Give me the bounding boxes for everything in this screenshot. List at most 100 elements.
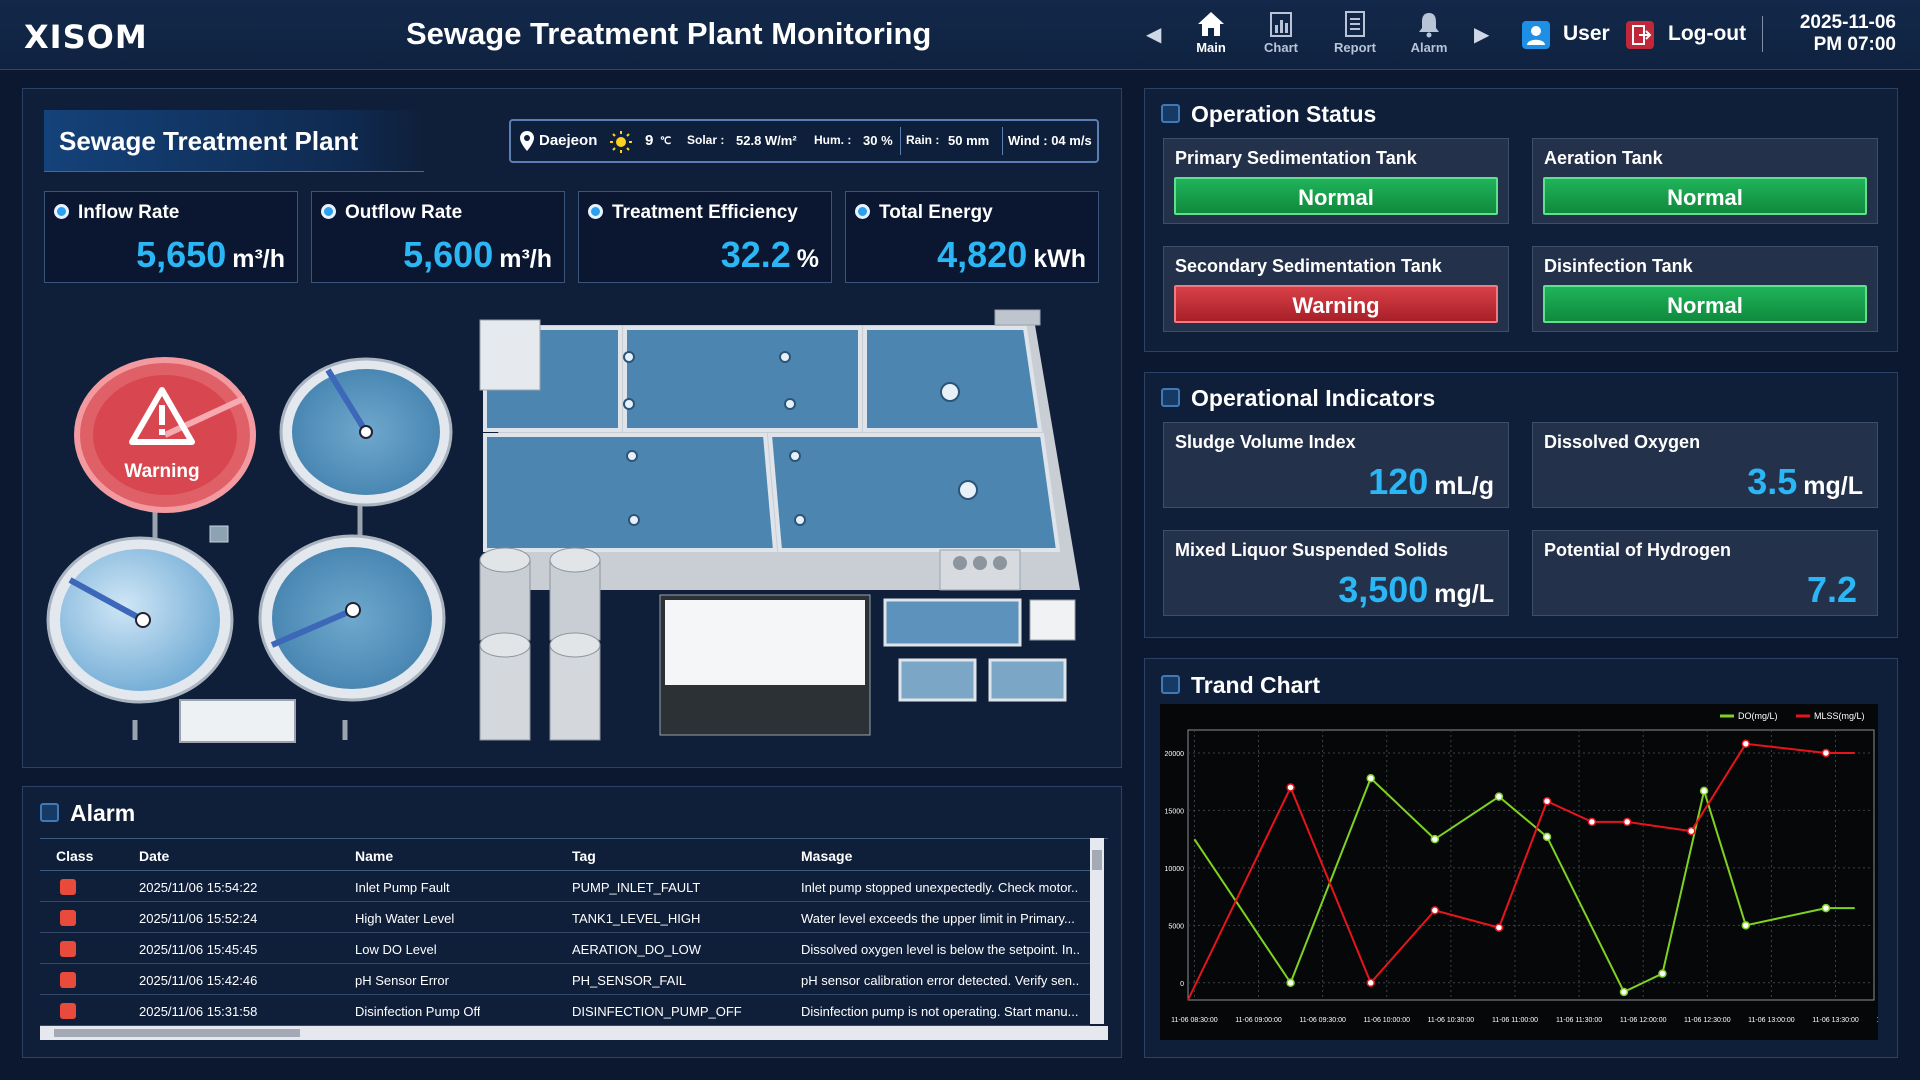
scrollbar-thumb[interactable] bbox=[1092, 850, 1102, 870]
alarm-row[interactable]: 2025/11/06 15:42:46 pH Sensor Error PH_SEN… bbox=[40, 964, 1090, 995]
indicator-value: 3.5 bbox=[1747, 461, 1798, 502]
alarm-vertical-scrollbar[interactable] bbox=[1090, 838, 1104, 1024]
blower-icon bbox=[993, 556, 1007, 570]
scrollbar-thumb[interactable] bbox=[54, 1029, 300, 1037]
plant-title-box: Sewage Treatment Plant bbox=[44, 110, 424, 172]
data-point bbox=[1430, 834, 1440, 844]
pump-building-roof bbox=[665, 600, 865, 685]
trend-title: Trand Chart bbox=[1191, 672, 1321, 698]
col-name[interactable]: Name bbox=[355, 848, 394, 864]
status-label: Disinfection Tank bbox=[1544, 256, 1693, 276]
logout-icon[interactable] bbox=[1626, 21, 1654, 49]
alarm-tag: PH_SENSOR_FAIL bbox=[572, 973, 687, 988]
trend-chart[interactable]: 11-06 08:30:00 11-06 09:00:00 11-06 09:30:… bbox=[1160, 704, 1920, 1040]
datetime-display: 2025-11-06 PM 07:00 bbox=[1770, 12, 1896, 56]
alarm-date: 2025/11/06 15:52:24 bbox=[139, 911, 258, 926]
alarm-date: 2025/11/06 15:45:45 bbox=[139, 942, 258, 957]
indicator-value-wrap: 3.5 mg/L bbox=[1747, 461, 1863, 503]
col-message[interactable]: Masage bbox=[801, 848, 853, 864]
nav-prev-arrow-icon[interactable]: ◀ bbox=[1146, 24, 1162, 46]
nav-main[interactable]: Main bbox=[1176, 10, 1246, 55]
status-badge: Normal bbox=[1174, 177, 1498, 215]
x-tick-label: 11-06 11:30:00 bbox=[1556, 1017, 1602, 1024]
weather-temp-unit: ℃ bbox=[660, 136, 672, 147]
data-point bbox=[1687, 826, 1696, 836]
valve-box bbox=[209, 525, 229, 543]
alarm-row[interactable]: 2025/11/06 15:45:45 Low DO Level AERATION_… bbox=[40, 933, 1090, 964]
warning-triangle-icon bbox=[129, 387, 195, 445]
indicator-value-wrap: 7.2 bbox=[1807, 569, 1863, 611]
alarm-tag: AERATION_DO_LOW bbox=[572, 942, 702, 957]
clarifier-tank[interactable] bbox=[279, 357, 453, 507]
y-tick-label: 5000 bbox=[1168, 923, 1184, 930]
status-card-disinfection: Disinfection Tank Normal bbox=[1532, 246, 1878, 332]
operation-status-title: Operation Status bbox=[1191, 101, 1377, 127]
current-date: 2025-11-06 bbox=[1799, 12, 1896, 33]
alarm-name: Low DO Level bbox=[355, 942, 437, 957]
disinfection-basin bbox=[883, 598, 1022, 647]
col-date[interactable]: Date bbox=[139, 848, 170, 864]
weather-hum-label: Hum. : bbox=[814, 133, 852, 147]
nav-report[interactable]: Report bbox=[1320, 10, 1390, 55]
nav-chart[interactable]: Chart bbox=[1246, 10, 1316, 55]
col-tag[interactable]: Tag bbox=[572, 848, 596, 864]
user-icon[interactable] bbox=[1522, 21, 1550, 49]
operation-status-checkbox[interactable] bbox=[1161, 104, 1180, 123]
indicator-ph: Potential of Hydrogen 7.2 bbox=[1532, 530, 1878, 616]
logout-button[interactable]: Log-out bbox=[1668, 22, 1747, 45]
alarm-row[interactable]: 2025/11/06 15:52:24 High Water Level TANK1… bbox=[40, 902, 1090, 933]
y-tick-label: 20000 bbox=[1165, 751, 1185, 758]
data-point bbox=[1494, 923, 1504, 932]
legend-label: DO(mg/L) bbox=[1738, 711, 1778, 721]
alarm-row[interactable]: 2025/11/06 15:54:22 Inlet Pump Fault PUMP_… bbox=[40, 871, 1090, 902]
indicator-label: Potential of Hydrogen bbox=[1544, 540, 1732, 560]
data-point bbox=[1658, 969, 1667, 978]
app-header: XISOM Sewage Treatment Plant Monitoring … bbox=[0, 0, 1920, 70]
kpi-treatment-efficiency: Treatment Efficiency 32.2% bbox=[578, 191, 832, 283]
alarm-date: 2025/11/06 15:54:22 bbox=[139, 880, 258, 895]
weather-temp: 9 bbox=[645, 132, 654, 149]
indicators-checkbox[interactable] bbox=[1161, 388, 1180, 407]
status-card-aeration: Aeration Tank Normal bbox=[1532, 138, 1878, 224]
trend-chart-area: 11-06 08:30:00 11-06 09:00:00 11-06 09:30:… bbox=[1160, 704, 1920, 1040]
page-title: Sewage Treatment Plant Monitoring bbox=[406, 16, 932, 51]
alarm-date: 2025/11/06 15:42:46 bbox=[139, 973, 258, 988]
current-time: PM 07:00 bbox=[1813, 34, 1896, 55]
user-label[interactable]: User bbox=[1563, 22, 1610, 45]
indicator-unit: mg/L bbox=[1803, 472, 1863, 500]
trend-checkbox[interactable] bbox=[1161, 675, 1180, 694]
nav-alarm-label: Alarm bbox=[1410, 40, 1448, 55]
y-tick-label: 15000 bbox=[1165, 808, 1185, 815]
silo-group bbox=[479, 547, 601, 741]
weather-solar-label: Solar : bbox=[687, 133, 725, 147]
report-icon bbox=[1345, 11, 1365, 37]
x-tick-label: 11-06 10:30:00 bbox=[1428, 1017, 1475, 1024]
nav-next-arrow-icon[interactable]: ▶ bbox=[1474, 24, 1490, 46]
nav-alarm[interactable]: Alarm bbox=[1394, 10, 1464, 55]
clarifier-tank[interactable] bbox=[258, 534, 446, 702]
indicator-value: 3,500 bbox=[1338, 569, 1429, 610]
kpi-unit: m³/h bbox=[232, 245, 285, 273]
clarifier-tank[interactable] bbox=[46, 536, 234, 704]
data-point bbox=[1366, 774, 1375, 783]
kpi-total-energy: Total Energy 4,820 kWh bbox=[845, 191, 1099, 283]
alarm-row[interactable]: 2025/11/06 15:31:58 Disinfection Pump Off… bbox=[40, 995, 1090, 1026]
bell-icon bbox=[1419, 13, 1439, 38]
alarm-panel-checkbox[interactable] bbox=[40, 803, 59, 822]
alarm-horizontal-scrollbar[interactable] bbox=[40, 1026, 1108, 1040]
indicator-do: Dissolved Oxygen 3.5 mg/L bbox=[1532, 422, 1878, 508]
data-point bbox=[1542, 832, 1552, 842]
aerator-icon bbox=[784, 398, 796, 410]
control-building bbox=[179, 699, 296, 743]
kpi-dot-icon bbox=[588, 204, 603, 219]
aerator-icon bbox=[626, 450, 638, 462]
kpi-value-wrap: 5,650 m³/h bbox=[136, 234, 285, 276]
alarm-name: Disinfection Pump Off bbox=[355, 1004, 481, 1019]
col-class[interactable]: Class bbox=[56, 848, 94, 864]
weather-wind: Wind : 04 m/s bbox=[1008, 133, 1092, 148]
plant-illustration: Warning bbox=[46, 309, 1080, 743]
weather-rain: 50 mm bbox=[948, 133, 990, 148]
data-point bbox=[1366, 978, 1375, 988]
plot-frame bbox=[1187, 729, 1875, 1001]
x-tick-label: 11-06 09:30:00 bbox=[1299, 1017, 1346, 1024]
